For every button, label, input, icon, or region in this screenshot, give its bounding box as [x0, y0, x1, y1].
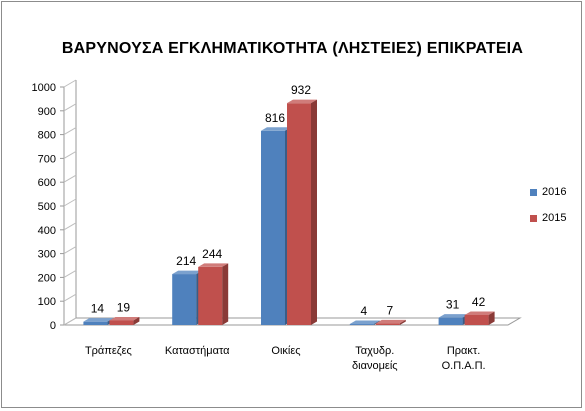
x-category-label: Τράπεζες [85, 345, 132, 357]
legend-item-2016: 2016 [530, 186, 566, 198]
y-tick-label: 0 [50, 320, 56, 332]
bar-2016-front [349, 324, 374, 325]
data-label-2015: 19 [117, 300, 131, 314]
bar-2016-front [261, 130, 285, 325]
bar-2015-side [133, 316, 140, 325]
x-category-label: Ταχυδρ. [355, 345, 394, 357]
legend-label-2015: 2015 [542, 212, 567, 224]
bar-2015-top [198, 263, 229, 267]
y-tick-label: 700 [38, 153, 56, 165]
data-label-2015: 932 [291, 83, 311, 97]
legend-label-2016: 2016 [542, 186, 567, 198]
bar-2015-top [375, 319, 406, 324]
bar-2015-front [375, 323, 400, 325]
y-tick-label: 200 [38, 272, 56, 284]
y-tick-diagonal [63, 293, 77, 302]
y-tick-diagonal [63, 174, 77, 183]
y-tick-diagonal [63, 198, 77, 207]
bar-2015-front [109, 320, 134, 325]
y-tick-diagonal [63, 269, 77, 278]
y-tick-label: 400 [38, 225, 56, 237]
bar-2016-top [172, 270, 203, 275]
legend-item-2015: 2015 [530, 212, 566, 224]
y-tick-diagonal [63, 222, 77, 231]
data-label-2015: 7 [386, 303, 393, 317]
y-tick-label: 100 [38, 296, 56, 308]
y-tick-diagonal [63, 79, 77, 88]
legend-swatch-2016 [530, 188, 537, 196]
y-tick-label: 500 [38, 201, 56, 213]
data-label-2016: 4 [360, 304, 367, 318]
data-label-2016: 214 [176, 254, 196, 268]
bar-2015-front [287, 103, 311, 326]
bar-2016-top [261, 127, 291, 131]
chart-title: ΒΑΡΥΝΟΥΣΑ ΕΓΚΛΗΜΑΤΙΚΟΤΗΤΑ (ΛΗΣΤΕΙΕΣ) ΕΠΙ… [61, 40, 524, 57]
y-tick-diagonal [63, 127, 77, 136]
bar-2015-side [488, 311, 495, 325]
legend-swatch-2015 [530, 214, 537, 222]
x-category-label: Οικίες [271, 345, 300, 357]
bar-2015-front [198, 266, 223, 325]
y-tick-label: 900 [38, 106, 56, 118]
y-tick-diagonal [63, 246, 77, 255]
bar-2016-front [438, 317, 463, 325]
y-tick-label: 600 [38, 177, 56, 189]
x-category-label: Καταστήματα [165, 345, 230, 357]
bar-2016-top [438, 314, 469, 318]
bar-2015-side [399, 319, 406, 325]
bar-2015-top [109, 316, 140, 321]
x-category-label: Ο.Π.Α.Π. [442, 360, 486, 372]
bar-2016-front [172, 274, 197, 325]
bar-2015-top [287, 99, 317, 104]
bar-2015-front [464, 315, 489, 325]
data-label-2015: 244 [202, 247, 222, 261]
bar-2015-top [464, 311, 495, 316]
data-label-2016: 31 [446, 298, 460, 312]
bar-2015-side [311, 99, 317, 326]
y-tick-diagonal [63, 150, 77, 159]
x-category-label: Πρακτ. [447, 345, 480, 357]
data-label-2016: 816 [265, 111, 285, 125]
x-category-label: διανομείς [352, 360, 398, 372]
bar-2016-front [83, 321, 108, 325]
y-tick-label: 1000 [32, 82, 56, 94]
bar-2016-top [83, 318, 114, 322]
data-label-2016: 14 [91, 302, 105, 316]
data-label-2015: 42 [472, 295, 486, 309]
bar-2016-top [349, 320, 380, 325]
y-tick-diagonal [63, 103, 77, 112]
y-tick-diagonal [63, 317, 77, 326]
bar-2015-side [222, 263, 229, 325]
y-tick-label: 300 [38, 249, 56, 261]
y-tick-label: 800 [38, 130, 56, 142]
